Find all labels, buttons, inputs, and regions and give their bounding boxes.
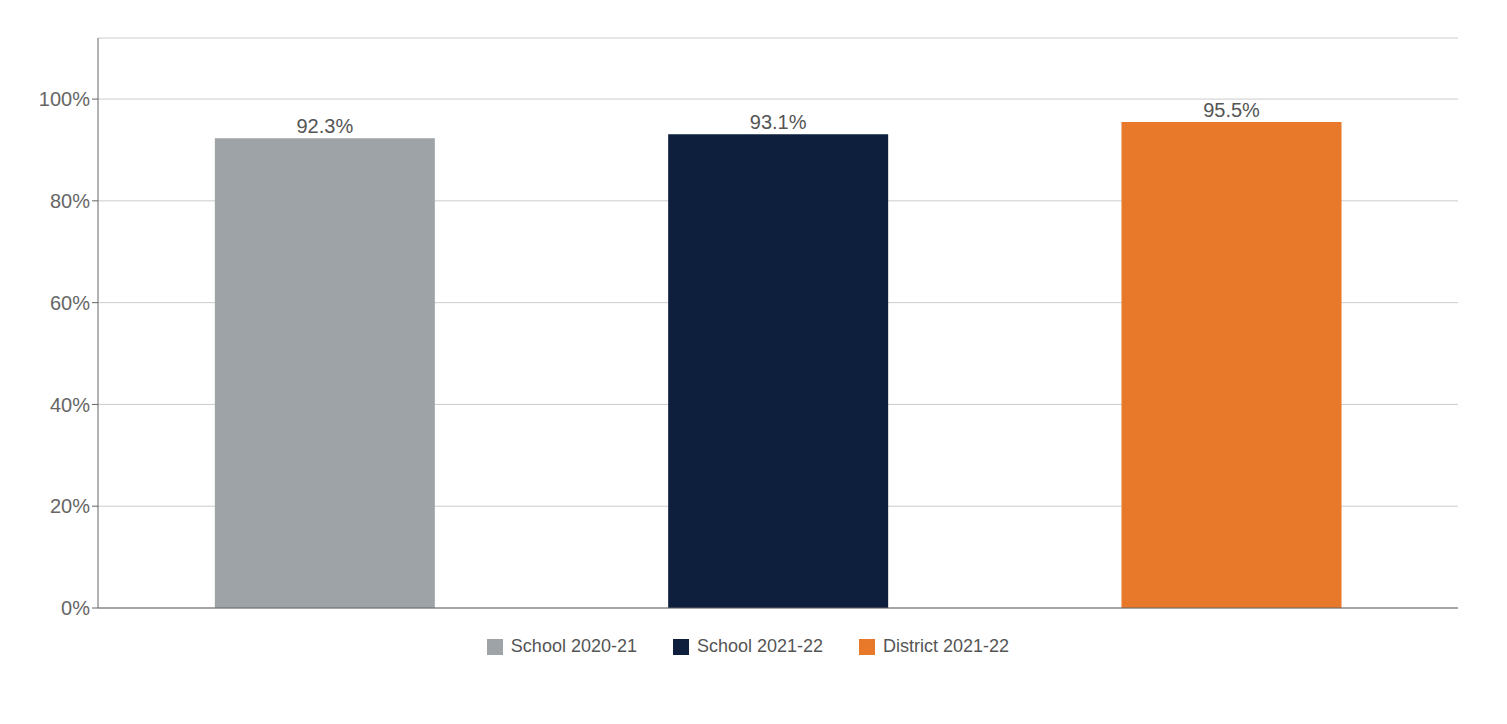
svg-text:80%: 80%	[50, 190, 90, 212]
svg-text:40%: 40%	[50, 394, 90, 416]
html-text:School 2020-21: School 2020-21	[510, 636, 637, 656]
svg-text:93.1%: 93.1%	[750, 111, 807, 133]
svg-text:100%: 100%	[39, 88, 90, 110]
svg-text:60%: 60%	[50, 292, 90, 314]
html-text:District 2021-22: District 2021-22	[883, 636, 1010, 656]
svg-text:0%: 0%	[61, 597, 90, 619]
svg-text:20%: 20%	[50, 495, 90, 517]
html-text:School 2021-22: School 2021-22	[697, 636, 824, 656]
svg-text:92.3%: 92.3%	[296, 115, 353, 137]
svg-text:95.5%: 95.5%	[1203, 99, 1260, 121]
